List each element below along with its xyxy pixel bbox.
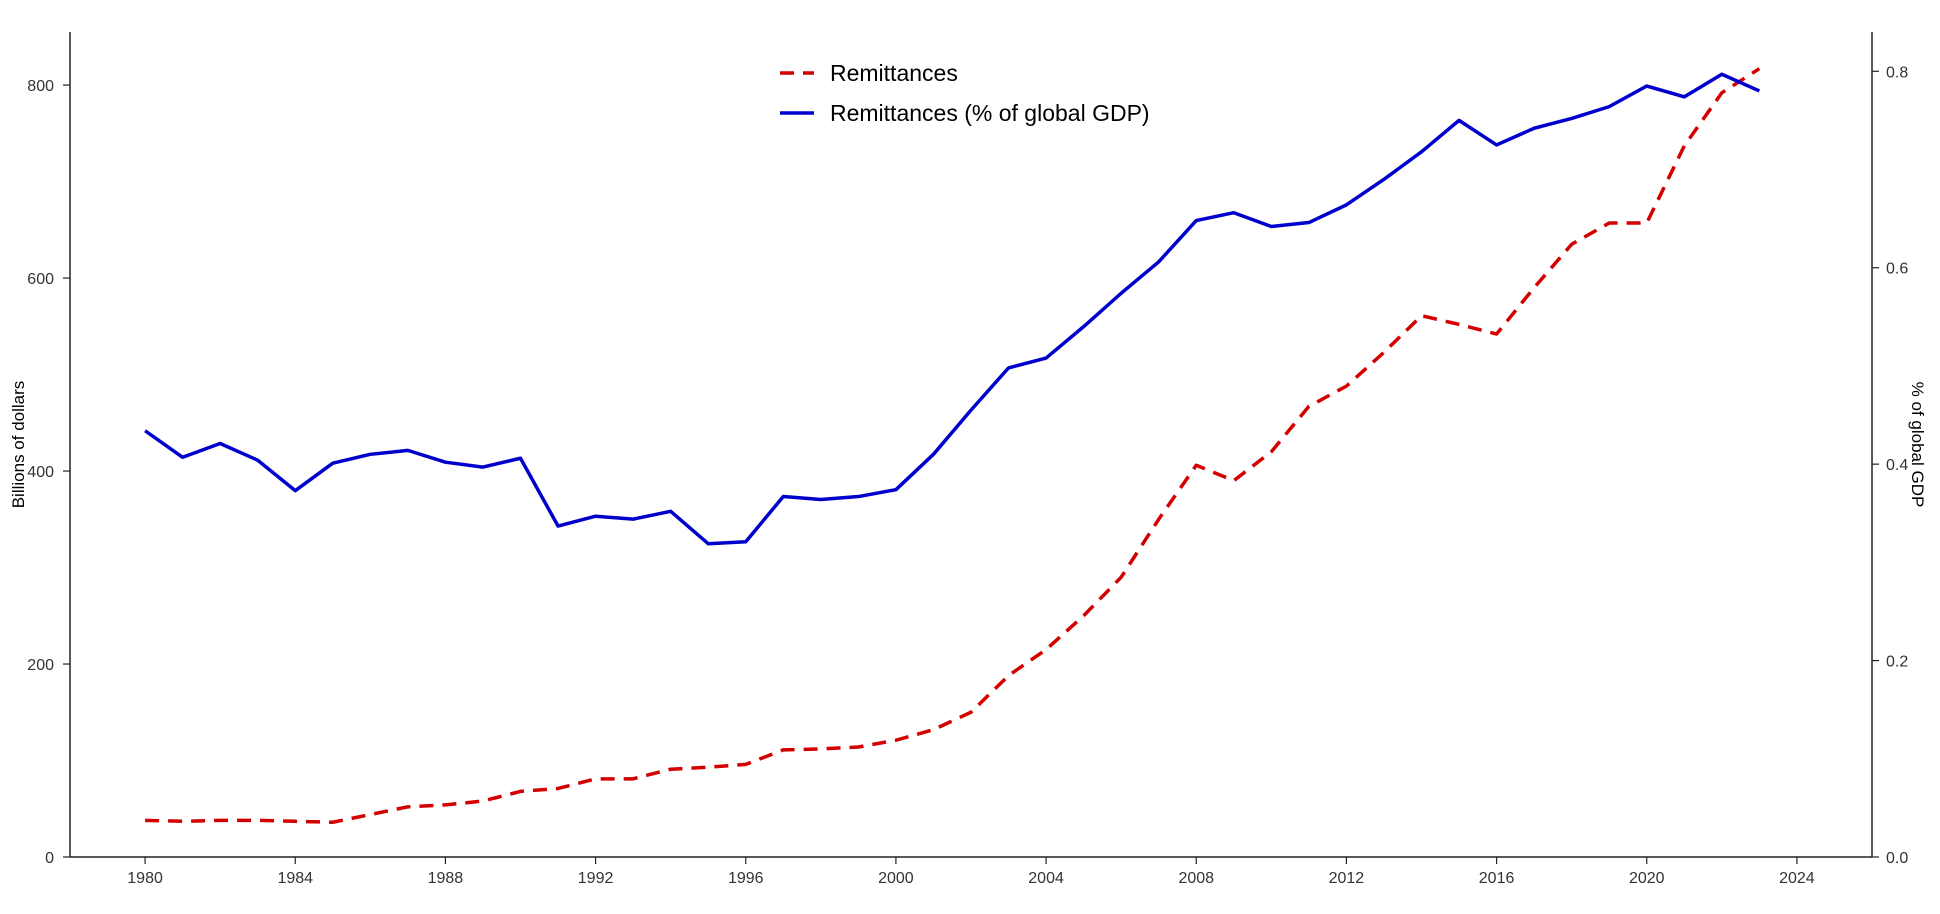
y-left-tick-label-0: 0	[45, 850, 54, 867]
x-tick-label-2020: 2020	[1629, 870, 1665, 887]
x-tick-label-1996: 1996	[728, 870, 764, 887]
legend-item-remittances-gdp-share-label: Remittances (% of global GDP)	[830, 100, 1150, 126]
remittances-gdp-share-line	[144, 72, 1761, 546]
y-left-tick-label-400: 400	[27, 464, 54, 481]
axes: 1980 1984 1988 1992 1996 2000 2004 2008 2012 2016…	[9, 32, 1927, 887]
y-axis-left-title: Billions of dollars	[9, 381, 28, 509]
y-right-tick-label-0.2: 0.2	[1886, 654, 1908, 671]
x-tick-label-1980: 1980	[127, 870, 163, 887]
series-lines	[144, 67, 1761, 825]
y-axis-right-title: % of global GDP	[1908, 382, 1927, 508]
x-tick-label-2024: 2024	[1779, 870, 1815, 887]
y-left-tick-label-600: 600	[27, 271, 54, 288]
y-right-tick-label-0.0: 0.0	[1886, 850, 1908, 867]
y-right-tick-label-0.6: 0.6	[1886, 261, 1908, 278]
remittances-line	[145, 67, 1761, 825]
y-right-tick-label-0.4: 0.4	[1886, 457, 1908, 474]
y-left-tick-label-200: 200	[27, 657, 54, 674]
x-tick-label-2012: 2012	[1329, 870, 1365, 887]
x-tick-label-2000: 2000	[878, 870, 914, 887]
y-right-tick-label-0.8: 0.8	[1886, 64, 1908, 81]
x-tick-label-2004: 2004	[1028, 870, 1064, 887]
legend-item-remittances-label: Remittances	[830, 60, 958, 86]
y-left-tick-label-800: 800	[27, 78, 54, 95]
x-tick-label-2008: 2008	[1178, 870, 1214, 887]
x-tick-label-1984: 1984	[277, 870, 313, 887]
x-tick-label-1988: 1988	[428, 870, 464, 887]
x-tick-label-2016: 2016	[1479, 870, 1515, 887]
legend: Remittances Remittances (% of global GDP)	[780, 60, 1150, 126]
x-tick-label-1992: 1992	[578, 870, 614, 887]
